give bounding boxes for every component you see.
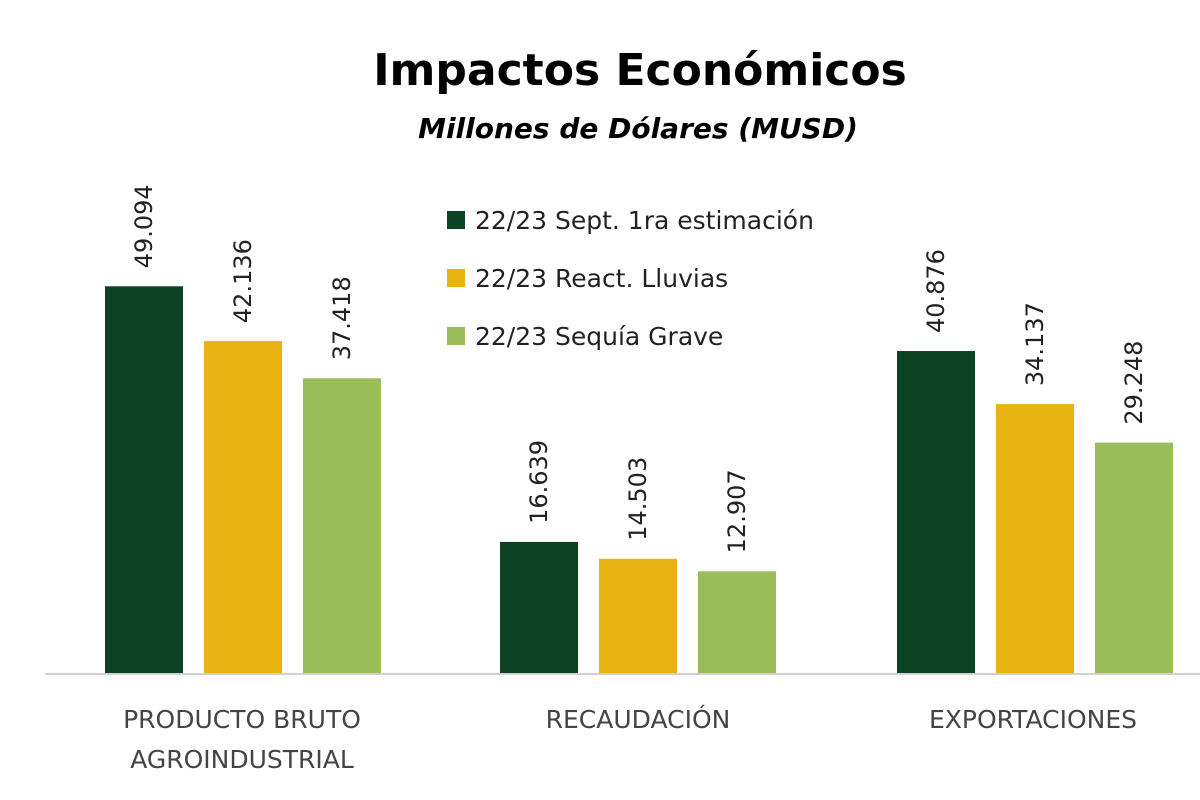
value-label-recaudacion-react-lluvias: 14.503 — [624, 457, 652, 541]
value-label-exportaciones-react-lluvias: 34.137 — [1021, 302, 1049, 386]
chart-subtitle: Millones de Dólares (MUSD) — [418, 112, 858, 145]
bars: 49.094 16.639 40.876 42.136 14.503 34.137 37.4… — [105, 184, 1173, 673]
value-label-recaudacion-sept-1ra-estimacion: 16.639 — [525, 440, 553, 524]
bar-producto-bruto-react-lluvias — [204, 341, 282, 673]
legend-label-sequia-grave: 22/23 Sequía Grave — [475, 322, 723, 351]
legend: 22/23 Sept. 1ra estimación 22/23 React. L… — [447, 206, 814, 351]
bar-exportaciones-react-lluvias — [996, 404, 1074, 673]
legend-label-sept-1ra-estimacion: 22/23 Sept. 1ra estimación — [475, 206, 814, 235]
legend-swatch-sequia-grave — [447, 327, 465, 345]
value-label-producto-bruto-react-lluvias: 42.136 — [229, 239, 257, 323]
legend-label-react-lluvias: 22/23 React. Lluvias — [475, 264, 728, 293]
category-labels: PRODUCTO BRUTO AGROINDUSTRIAL RECAUDACIÓN E… — [123, 704, 1137, 774]
bar-recaudacion-sept-1ra-estimacion — [500, 541, 578, 673]
value-label-producto-bruto-sequia-grave: 37.418 — [328, 276, 356, 360]
bar-recaudacion-react-lluvias — [599, 558, 677, 673]
bar-exportaciones-sequia-grave — [1095, 442, 1173, 673]
category-label-exportaciones: EXPORTACIONES — [929, 705, 1137, 734]
legend-swatch-react-lluvias — [447, 269, 465, 287]
value-label-exportaciones-sequia-grave: 29.248 — [1120, 341, 1148, 425]
category-label-producto-bruto: PRODUCTO BRUTO — [123, 705, 361, 734]
category-label-producto-bruto: AGROINDUSTRIAL — [130, 745, 354, 774]
bar-exportaciones-sept-1ra-estimacion — [897, 351, 975, 673]
legend-swatch-sept-1ra-estimacion — [447, 211, 465, 229]
value-label-exportaciones-sept-1ra-estimacion: 40.876 — [922, 249, 950, 333]
chart-title: Impactos Económicos — [373, 45, 907, 96]
value-label-producto-bruto-sept-1ra-estimacion: 49.094 — [130, 184, 158, 268]
bar-producto-bruto-sequia-grave — [303, 378, 381, 673]
value-label-recaudacion-sequia-grave: 12.907 — [723, 469, 751, 553]
category-label-recaudacion: RECAUDACIÓN — [546, 704, 731, 734]
bar-recaudacion-sequia-grave — [698, 571, 776, 673]
bar-producto-bruto-sept-1ra-estimacion — [105, 286, 183, 673]
